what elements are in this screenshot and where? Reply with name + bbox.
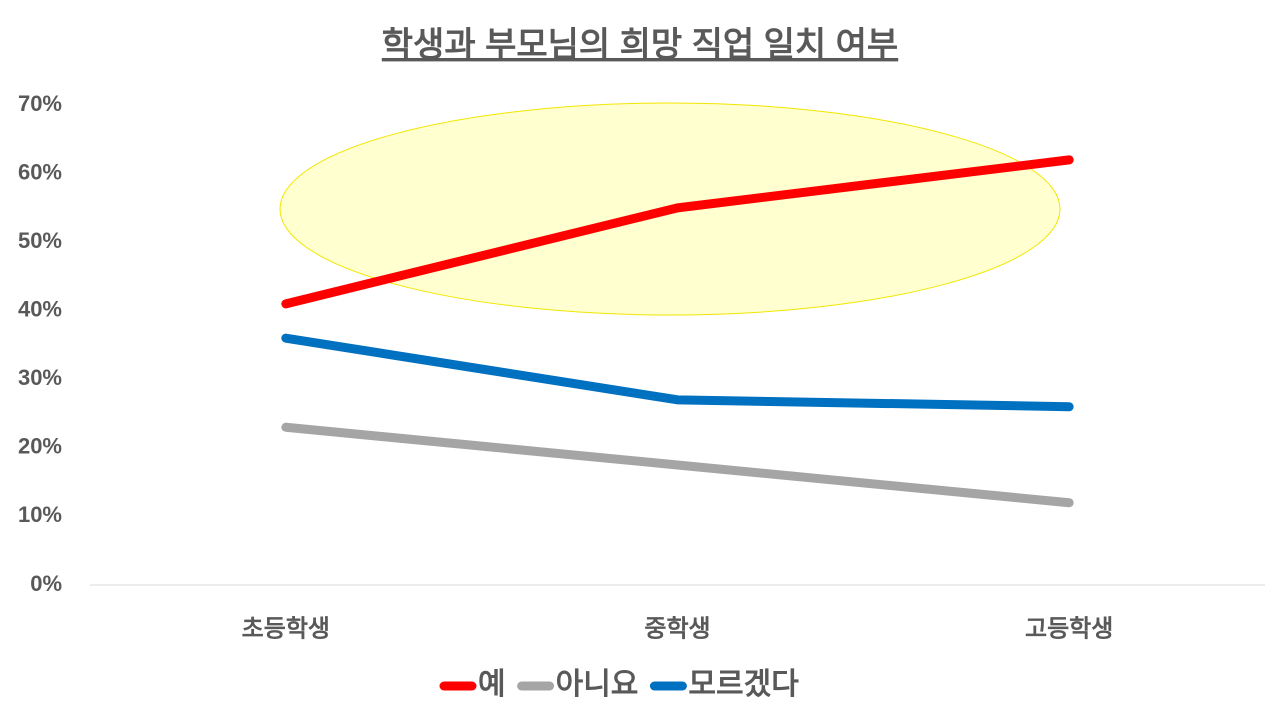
y-tick-label: 50% — [18, 228, 62, 253]
y-tick-label: 0% — [30, 571, 62, 596]
chart-title: 학생과 부모님의 희망 직업 일치 여부 — [382, 26, 898, 64]
legend-label: 아니요 — [556, 668, 639, 701]
series-line — [281, 422, 1074, 508]
y-tick-label: 40% — [18, 297, 62, 322]
x-tick-label: 초등학생 — [242, 615, 330, 642]
x-tick-label: 고등학생 — [1025, 615, 1113, 642]
y-tick-label: 70% — [18, 91, 62, 116]
legend-label: 모르겠다 — [688, 668, 799, 701]
series-line — [281, 155, 1074, 309]
y-tick-label: 30% — [18, 365, 62, 390]
y-tick-label: 60% — [18, 159, 62, 184]
series-line — [281, 333, 1074, 412]
y-tick-label: 10% — [18, 502, 62, 527]
y-tick-label: 20% — [18, 434, 62, 459]
legend-label: 예 — [478, 668, 506, 701]
x-tick-label: 중학생 — [644, 615, 710, 642]
